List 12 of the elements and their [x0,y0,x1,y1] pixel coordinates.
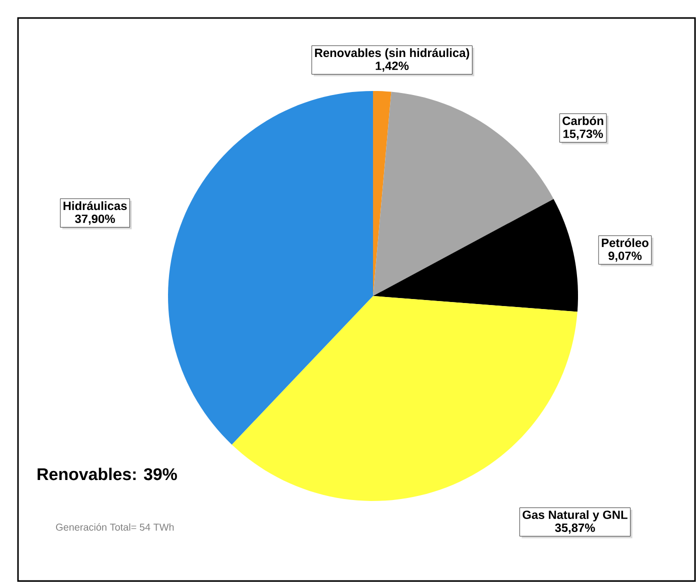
slice-label: Petróleo [602,238,648,248]
data-label: 9,07% [608,252,642,262]
text: Renovables: 39% [38,468,177,480]
data-label: 1,42% [376,62,409,72]
data-label: 15,73% [563,130,603,140]
data-label: 37,90% [75,214,115,225]
slice-label: Renovables (sin hidráulica) [315,48,470,60]
slice-label: Carbón [562,116,604,126]
text: Generación Total= 54 TWh [56,523,174,531]
data-label: 35,87% [555,524,595,534]
slice-label: Hidráulicas [64,201,127,210]
slice-label: Gas Natural y GNL [522,510,628,522]
